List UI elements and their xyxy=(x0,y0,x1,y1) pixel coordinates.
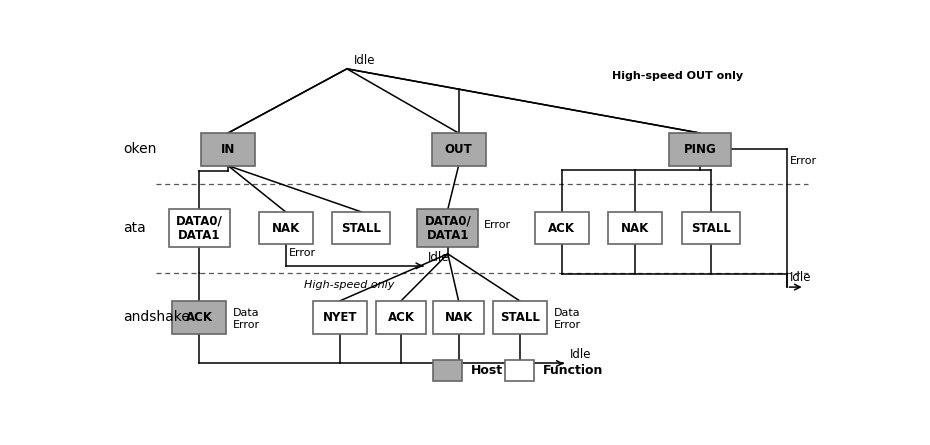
Text: NAK: NAK xyxy=(621,222,649,235)
Text: DATA0/
DATA1: DATA0/ DATA1 xyxy=(424,214,472,242)
Bar xyxy=(535,212,589,244)
Text: Function: Function xyxy=(543,364,604,377)
Text: High-speed only: High-speed only xyxy=(303,280,394,290)
Bar xyxy=(312,301,366,333)
Text: Data
Error: Data Error xyxy=(554,308,581,330)
Text: Host: Host xyxy=(471,364,503,377)
Bar xyxy=(682,212,739,244)
Bar xyxy=(168,209,230,247)
Text: ata: ata xyxy=(124,221,146,235)
Text: Error: Error xyxy=(485,220,512,230)
Bar xyxy=(172,301,226,333)
Bar xyxy=(418,209,478,247)
Bar xyxy=(333,212,391,244)
Bar xyxy=(493,301,547,333)
Text: Idle: Idle xyxy=(570,348,591,361)
Text: Data
Error: Data Error xyxy=(233,308,260,330)
Text: PING: PING xyxy=(684,143,716,156)
Bar xyxy=(259,212,312,244)
Text: andshake: andshake xyxy=(124,310,191,324)
Bar xyxy=(433,360,462,380)
Text: High-speed OUT only: High-speed OUT only xyxy=(612,71,743,81)
Text: oken: oken xyxy=(124,142,157,156)
Bar xyxy=(432,133,485,166)
Text: DATA0/
DATA1: DATA0/ DATA1 xyxy=(176,214,222,242)
Text: STALL: STALL xyxy=(500,311,539,324)
Text: NYET: NYET xyxy=(323,311,357,324)
Bar xyxy=(670,133,731,166)
Text: ACK: ACK xyxy=(548,222,575,235)
Bar xyxy=(201,133,255,166)
Text: Idle: Idle xyxy=(429,251,450,264)
Text: Idle: Idle xyxy=(790,271,811,284)
Bar xyxy=(608,212,662,244)
Bar xyxy=(506,360,534,380)
Text: ACK: ACK xyxy=(388,311,415,324)
Text: ACK: ACK xyxy=(186,311,213,324)
Text: Idle: Idle xyxy=(354,54,376,67)
Text: Error: Error xyxy=(289,248,316,258)
Text: STALL: STALL xyxy=(341,222,381,235)
Text: NAK: NAK xyxy=(445,311,472,324)
Text: NAK: NAK xyxy=(272,222,299,235)
Bar xyxy=(433,301,484,333)
Text: Error: Error xyxy=(790,156,817,166)
Text: IN: IN xyxy=(220,143,235,156)
Text: STALL: STALL xyxy=(691,222,731,235)
Text: OUT: OUT xyxy=(445,143,472,156)
Bar xyxy=(376,301,426,333)
